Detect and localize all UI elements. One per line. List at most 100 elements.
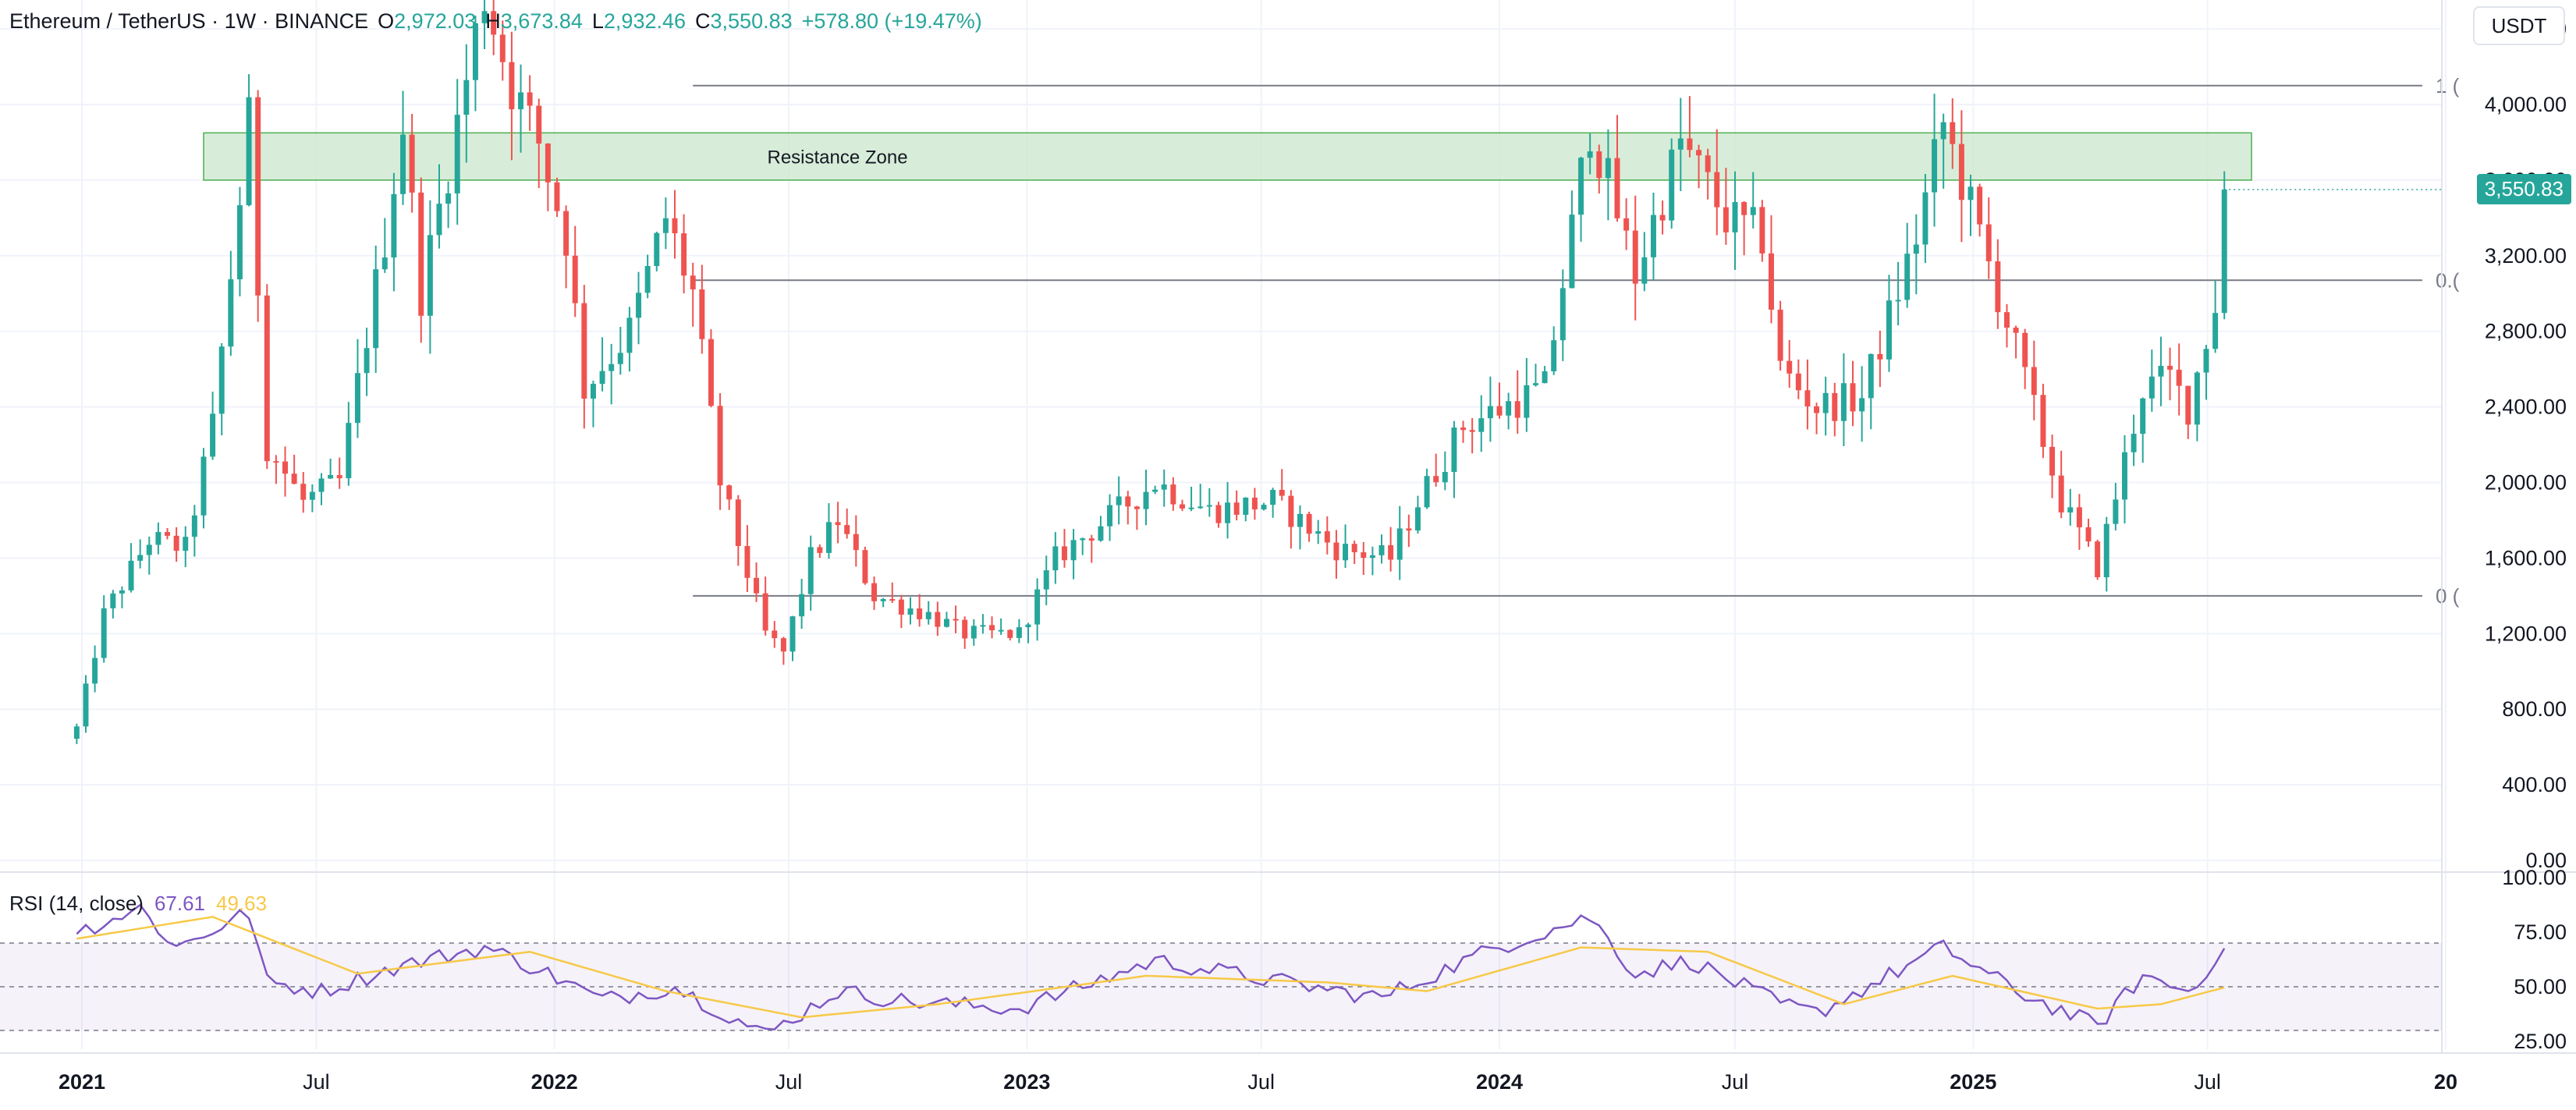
time-axis-label: 2022 xyxy=(531,1070,578,1094)
candle-body xyxy=(1814,406,1820,413)
candle-body xyxy=(1043,570,1049,590)
rsi-ma-value: 49.63 xyxy=(216,892,268,915)
candle-body xyxy=(2076,507,2082,528)
candle-body xyxy=(1324,531,1330,543)
candle-body xyxy=(2185,385,2191,425)
candle-body xyxy=(309,491,315,500)
candle-body xyxy=(273,461,279,463)
candle-body xyxy=(1768,253,1774,310)
candle-body xyxy=(1088,538,1095,541)
candle-body xyxy=(1787,360,1793,374)
candle-body xyxy=(662,218,669,233)
candle-body xyxy=(1424,476,1430,508)
rsi-axis-label: 75.00 xyxy=(2514,920,2567,944)
time-axis-label: Jul xyxy=(1722,1070,1749,1094)
candle-body xyxy=(1378,544,1385,555)
candle-body xyxy=(2158,365,2164,377)
symbol-header: Ethereum / TetherUS · 1W · BINANCE O2,97… xyxy=(9,9,982,34)
candle-body xyxy=(1170,484,1176,505)
candle-body xyxy=(1152,489,1158,492)
candle-body xyxy=(1659,215,1666,221)
candle-body xyxy=(472,23,478,80)
candle-body xyxy=(1868,353,1874,399)
candle-body xyxy=(2221,190,2227,314)
candle-body xyxy=(491,11,497,35)
candle-body xyxy=(917,608,923,619)
candle-body xyxy=(2067,507,2074,512)
candle-body xyxy=(1433,476,1439,483)
candle-body xyxy=(2085,527,2092,542)
candle-body xyxy=(1840,383,1847,421)
candle-body xyxy=(210,413,216,457)
candle-body xyxy=(1116,496,1122,505)
rsi-header: RSI (14, close) 67.61 49.63 xyxy=(9,892,267,916)
candle-body xyxy=(165,532,171,536)
candle-body xyxy=(364,348,370,374)
open-value: 2,972.03 xyxy=(394,9,477,33)
candle-body xyxy=(1251,497,1258,510)
candle-body xyxy=(427,235,433,316)
close-label: C xyxy=(695,9,711,33)
candle-body xyxy=(1705,155,1711,172)
price-axis-label: 800.00 xyxy=(2502,697,2567,721)
candle-body xyxy=(590,384,596,399)
candle-body xyxy=(2194,372,2200,425)
candle-body xyxy=(1822,392,1829,413)
candle-body xyxy=(418,192,424,316)
candle-body xyxy=(699,289,705,339)
candle-body xyxy=(1732,202,1738,232)
candle-body xyxy=(609,363,615,371)
candle-body xyxy=(1007,629,1013,638)
candle-body xyxy=(2140,398,2146,434)
candle-body xyxy=(989,625,995,630)
open-label: O xyxy=(378,9,395,33)
candle-body xyxy=(1804,390,1811,407)
candle-body xyxy=(1279,490,1285,496)
candle-body xyxy=(599,371,605,385)
candle-body xyxy=(400,134,406,194)
close-value: 3,550.83 xyxy=(710,9,793,33)
change-value: +578.80 (+19.47%) xyxy=(801,9,982,33)
time-axis-label: Jul xyxy=(1247,1070,1275,1094)
candle-body xyxy=(636,293,642,318)
candle-body xyxy=(2167,365,2173,370)
candle-body xyxy=(889,599,896,601)
high-value: 3,673.84 xyxy=(500,9,583,33)
candle-body xyxy=(2049,446,2056,476)
candle-body xyxy=(1025,624,1031,628)
candle-body xyxy=(1333,542,1339,561)
candle-body xyxy=(880,599,886,601)
candle-body xyxy=(1487,406,1493,419)
candle-body xyxy=(1587,151,1593,158)
candle-body xyxy=(83,683,89,727)
candle-body xyxy=(617,353,623,364)
candles xyxy=(73,0,2227,744)
rsi-ma-line xyxy=(76,916,2225,1019)
candle-body xyxy=(481,11,488,23)
candle-body xyxy=(1396,528,1403,560)
candle-body xyxy=(1098,526,1104,541)
candle-body xyxy=(373,269,379,349)
candle-body xyxy=(1886,300,1892,360)
candle-body xyxy=(1750,207,1756,215)
candle-body xyxy=(1243,497,1249,515)
candle-body xyxy=(943,619,949,627)
candle-body xyxy=(146,544,152,555)
candle-body xyxy=(1107,505,1113,527)
candle-body xyxy=(1496,406,1503,416)
symbol-title[interactable]: Ethereum / TetherUS · 1W · BINANCE xyxy=(9,9,369,33)
candle-body xyxy=(572,255,578,303)
candle-body xyxy=(1687,138,1693,151)
candle-body xyxy=(1641,257,1648,284)
candle-body xyxy=(1388,544,1394,560)
currency-button[interactable]: USDT xyxy=(2473,6,2565,45)
candle-body xyxy=(2131,434,2137,452)
candle-body xyxy=(2058,475,2064,512)
rsi-value: 67.61 xyxy=(154,892,206,915)
rsi-title[interactable]: RSI (14, close) xyxy=(9,892,144,915)
candle-body xyxy=(970,626,977,639)
candle-body xyxy=(1080,538,1086,541)
candle-body xyxy=(1179,504,1185,509)
